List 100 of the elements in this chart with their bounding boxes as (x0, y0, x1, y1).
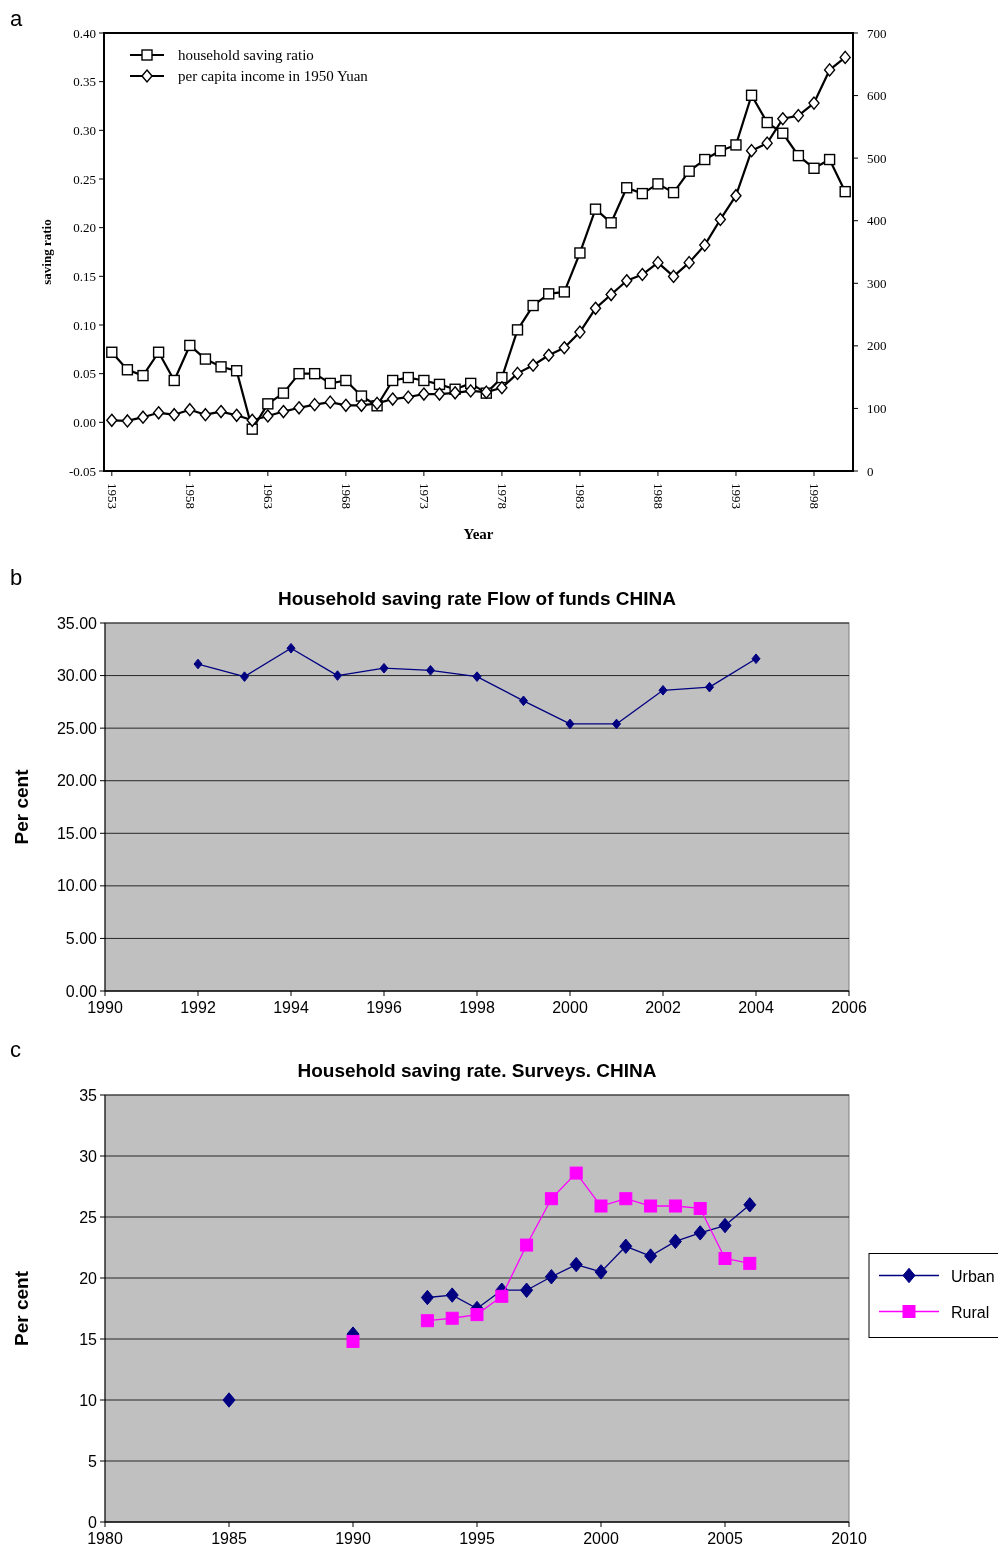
point (652, 255, 664, 270)
point (340, 398, 352, 412)
y-tick-label: 25.00 (56, 719, 98, 737)
point (277, 404, 290, 419)
point (589, 203, 602, 215)
y-tick-label: 15.00 (56, 824, 98, 842)
point (574, 325, 586, 339)
point (106, 413, 118, 428)
y2-tick-label: 100 (867, 400, 887, 416)
point (823, 153, 836, 166)
y-axis-title: Per cent (11, 768, 32, 845)
point (495, 1289, 509, 1303)
point (346, 1334, 360, 1348)
y-tick-label: 0.30 (73, 122, 96, 138)
legend-label: Urban (951, 1267, 995, 1285)
point (324, 395, 336, 409)
point (168, 407, 180, 422)
point (569, 1256, 583, 1273)
y-tick-label: 0 (88, 1513, 98, 1531)
point (293, 401, 305, 415)
point (519, 695, 528, 707)
point (152, 346, 165, 358)
x-tick-label: 1983 (572, 483, 588, 509)
point (511, 324, 524, 336)
point (433, 387, 446, 401)
point (543, 288, 555, 300)
point (199, 407, 212, 422)
point (619, 1192, 633, 1206)
point (184, 402, 196, 417)
point (371, 396, 383, 411)
x-tick-label: 1953 (104, 483, 120, 509)
point (683, 255, 695, 270)
y2-tick-label: 0 (867, 463, 874, 479)
x-tick-label: 2004 (738, 999, 774, 1016)
y2-tick-label: 200 (867, 338, 887, 354)
point (743, 1197, 757, 1213)
point (644, 1199, 658, 1213)
x-tick-label: 1985 (211, 1530, 247, 1547)
y-tick-label: 0.05 (73, 366, 96, 382)
point (355, 398, 368, 412)
point (699, 153, 711, 166)
point (777, 112, 789, 126)
y-tick-label: 10.00 (56, 877, 98, 895)
y-axis-title: saving ratio (39, 219, 54, 285)
point (621, 182, 633, 194)
y-tick-label: 5.00 (65, 930, 98, 948)
point (121, 364, 134, 376)
point (152, 406, 165, 420)
point (652, 178, 664, 190)
point (230, 365, 243, 377)
point (230, 408, 243, 423)
y-tick-label: 35.00 (56, 614, 98, 632)
y-tick-label: 25 (79, 1208, 98, 1226)
x-tick-label: 1998 (459, 999, 495, 1016)
point (511, 366, 524, 381)
point (605, 287, 617, 302)
y-tick-label: -0.05 (68, 463, 96, 479)
y-tick-label: 0.15 (73, 268, 96, 284)
point (574, 247, 586, 259)
point (839, 50, 851, 65)
point (137, 369, 149, 382)
x-tick-label: 1998 (806, 483, 822, 509)
point (240, 671, 249, 682)
point (193, 658, 203, 670)
point (594, 1264, 608, 1280)
point (106, 346, 118, 358)
y-tick-label: 30.00 (56, 667, 98, 685)
point (445, 1311, 459, 1325)
x-tick-label: 1992 (180, 999, 216, 1016)
point (668, 1199, 682, 1213)
point (277, 387, 290, 399)
x-tick-label: 2005 (707, 1530, 743, 1547)
point (565, 718, 575, 730)
point (137, 410, 149, 424)
point (199, 353, 212, 365)
point (668, 1233, 682, 1250)
y-tick-label: 20.00 (56, 772, 98, 790)
point (420, 1289, 434, 1306)
y-tick-label: 0.35 (73, 74, 96, 90)
point (402, 371, 414, 384)
point (418, 387, 430, 401)
point (386, 392, 399, 406)
point (714, 145, 727, 157)
x-tick-label: 1963 (260, 483, 276, 509)
point (667, 269, 680, 284)
point (520, 1238, 534, 1252)
point (184, 339, 196, 352)
point (569, 1166, 583, 1180)
point (644, 1248, 658, 1264)
point (262, 398, 274, 410)
y-tick-label: 30 (79, 1147, 98, 1165)
point (470, 1308, 484, 1322)
point (745, 143, 758, 158)
point (808, 96, 820, 110)
point (693, 1225, 707, 1241)
point (808, 162, 820, 174)
point (558, 286, 571, 298)
point (745, 89, 758, 101)
x-tick-label: 2006 (831, 999, 867, 1016)
chart-title: Household saving rate. Surveys. CHINA (297, 1060, 657, 1081)
